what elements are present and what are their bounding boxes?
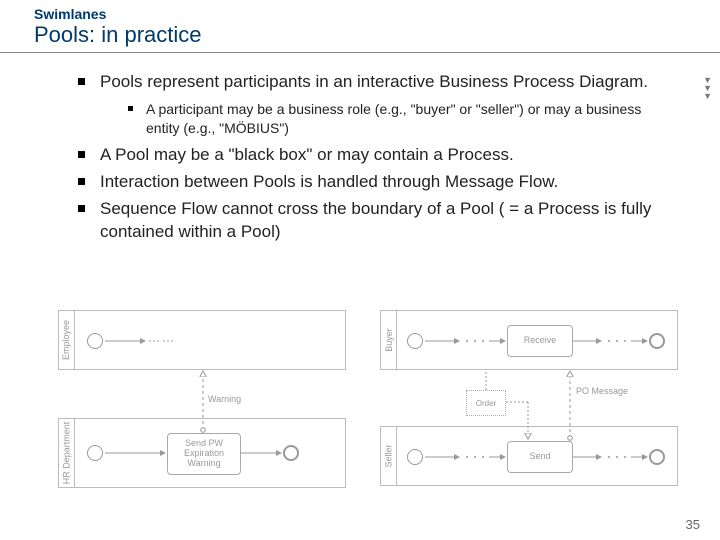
sub-bullet-item: A participant may be a business role (e.… — [128, 100, 670, 138]
bullet-item: Sequence Flow cannot cross the boundary … — [78, 198, 670, 244]
diagram-row: Employee Warning HR Department Send PW E… — [58, 310, 678, 510]
bullet-text: Pools represent participants in an inter… — [100, 72, 648, 91]
message-flow — [380, 310, 678, 510]
section-label: Swimlanes — [34, 6, 720, 22]
sub-bullet-list: A participant may be a business role (e.… — [128, 100, 670, 138]
slide-header: Swimlanes Pools: in practice — [0, 0, 720, 48]
diagram-right: Buyer Receive PO Message Order Seller — [380, 310, 678, 510]
bullet-item: A Pool may be a "black box" or may conta… — [78, 144, 670, 167]
bullet-list: Pools represent participants in an inter… — [78, 71, 670, 243]
page-number: 35 — [686, 517, 700, 532]
message-flow — [58, 310, 356, 510]
slide-title: Pools: in practice — [34, 22, 720, 48]
diagram-left: Employee Warning HR Department Send PW E… — [58, 310, 356, 510]
slide-body: Pools represent participants in an inter… — [0, 53, 720, 243]
decorative-arrows: ▼▼▼ — [703, 76, 712, 100]
bullet-item: Interaction between Pools is handled thr… — [78, 171, 670, 194]
bullet-item: Pools represent participants in an inter… — [78, 71, 670, 138]
